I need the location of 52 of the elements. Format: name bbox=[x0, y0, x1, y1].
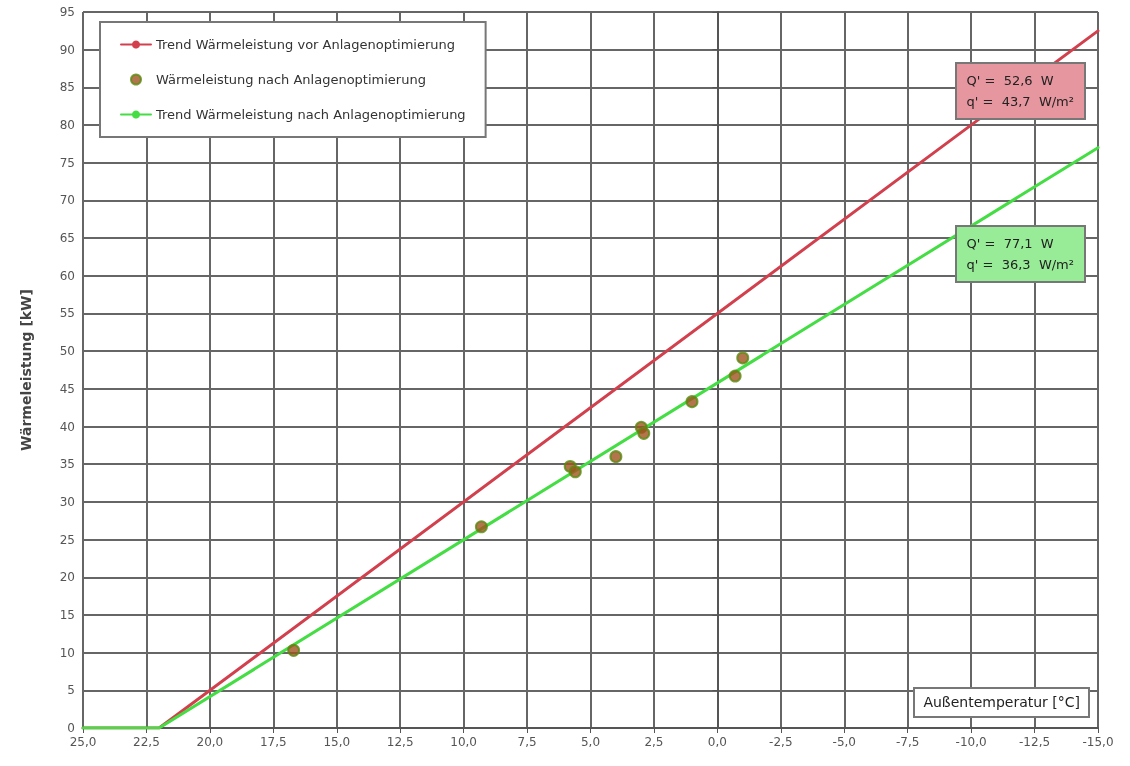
x-tick-label: 15,0 bbox=[323, 735, 351, 749]
y-tick-label: 85 bbox=[59, 80, 75, 95]
y-tick-label: 30 bbox=[59, 494, 75, 509]
annotation: Q' = 52,6 W q' = 43,7 W/m² bbox=[954, 62, 1086, 120]
y-tick-label: 35 bbox=[59, 457, 75, 472]
y-tick-label: 40 bbox=[59, 419, 75, 434]
x-tick-label: -5,0 bbox=[832, 735, 856, 749]
x-tick-label: 5,0 bbox=[580, 735, 601, 749]
y-tick-label: 95 bbox=[59, 5, 75, 19]
x-tick-label: 0,0 bbox=[707, 735, 727, 749]
x-tick-label: -12,5 bbox=[1019, 735, 1051, 749]
x-tick-label: 25,0 bbox=[69, 735, 97, 749]
y-tick-label: 90 bbox=[59, 42, 75, 57]
x-tick-label: 7,5 bbox=[517, 735, 537, 749]
point bbox=[287, 643, 301, 657]
point bbox=[685, 395, 699, 409]
y-tick-label: 60 bbox=[59, 268, 75, 283]
x-tick-label: 20,0 bbox=[196, 735, 224, 749]
y-tick-label: 0 bbox=[67, 721, 75, 735]
y-tick-label: 25 bbox=[59, 532, 75, 547]
x-tick-label: 2,5 bbox=[644, 735, 664, 749]
point bbox=[609, 450, 623, 464]
x-tick-label: -2,5 bbox=[769, 735, 793, 749]
point bbox=[736, 351, 750, 365]
y-tick-label: 10 bbox=[59, 645, 75, 660]
y-tick-label: 70 bbox=[59, 193, 75, 208]
y-tick-label: 5 bbox=[67, 683, 75, 698]
y-tick-label: 45 bbox=[59, 381, 75, 396]
y-tick-label: 80 bbox=[59, 118, 75, 133]
y-tick-label: 20 bbox=[59, 570, 75, 585]
point bbox=[474, 520, 488, 534]
annotation: Q' = 77,1 W q' = 36,3 W/m² bbox=[954, 225, 1086, 283]
point bbox=[728, 369, 742, 383]
legend-label: Trend Wärmeleistung vor Anlagenoptimierung bbox=[155, 37, 456, 52]
y-tick-label: 55 bbox=[59, 306, 75, 321]
x-tick-label: -10,0 bbox=[955, 735, 987, 749]
x-tick-label: -15,0 bbox=[1082, 735, 1114, 749]
x-tick-label: 17,5 bbox=[259, 735, 287, 749]
x-tick-label: 12,5 bbox=[386, 735, 414, 749]
y-tick-label: 65 bbox=[59, 231, 75, 246]
x-tick-label: 22,5 bbox=[133, 735, 160, 749]
y-tick-label: 75 bbox=[59, 155, 75, 170]
point bbox=[568, 465, 582, 479]
x-tick-label: 10,0 bbox=[450, 735, 477, 749]
legend-label: Trend Wärmeleistung nach Anlagenoptimierung bbox=[155, 107, 466, 122]
point bbox=[637, 426, 651, 440]
x-axis-title: Außentemperatur [°C] bbox=[913, 687, 1090, 718]
y-axis-title: Wärmeleistung [kW] bbox=[18, 289, 34, 451]
y-tick-label: 15 bbox=[59, 607, 75, 622]
x-tick-label: -7,5 bbox=[895, 735, 920, 749]
y-tick-label: 50 bbox=[59, 344, 75, 359]
legend-label: Wärmeleistung nach Anlagenoptimierung bbox=[156, 72, 426, 87]
